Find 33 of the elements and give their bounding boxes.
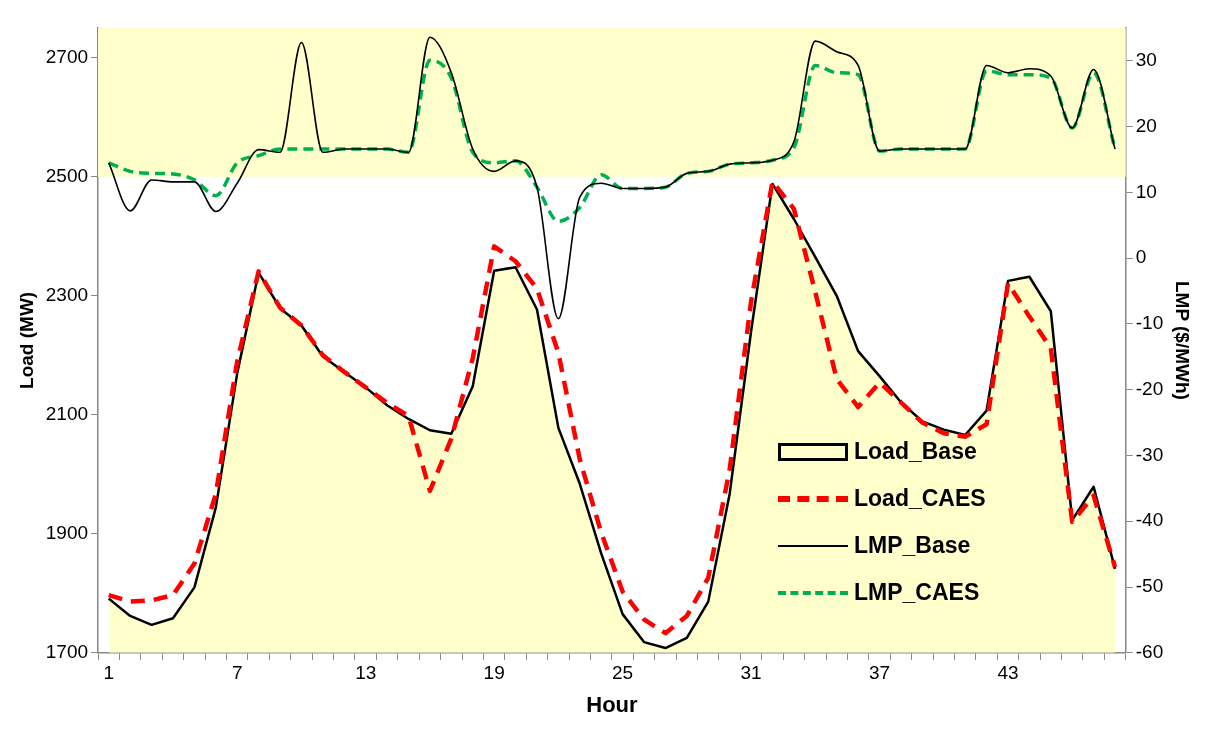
y2-tick-label: 30: [1135, 49, 1157, 71]
y-tick-label: 2100: [45, 403, 89, 425]
line-series: [107, 36, 1116, 320]
y-tick-label: 1700: [45, 641, 89, 663]
line-series: [107, 58, 1117, 224]
y2-tick-label: -10: [1135, 312, 1164, 334]
y2-tick-label: -50: [1135, 575, 1164, 597]
y2-tick-label: 20: [1135, 114, 1157, 136]
legend-label: Load_CAES: [854, 485, 986, 512]
y-axis-title: Load (MW): [15, 291, 37, 389]
y-tick-label: 2700: [45, 45, 89, 67]
legend-label: LMP_Base: [854, 532, 971, 559]
x-tick-label: 19: [483, 662, 505, 684]
y2-tick-label: 10: [1135, 180, 1157, 202]
y2-axis-title: LMP ($/MWh): [1172, 280, 1194, 400]
x-tick-label: 1: [103, 662, 115, 684]
x-tick-label: 13: [355, 662, 377, 684]
y2-tick-label: -40: [1135, 509, 1164, 531]
x-tick-label: 25: [612, 662, 634, 684]
y2-tick-label: -30: [1135, 443, 1164, 465]
y-tick-label: 2500: [45, 165, 89, 186]
y-tick-label: 2300: [45, 284, 89, 306]
y2-tick-label: -60: [1135, 641, 1164, 663]
x-tick-label: 31: [740, 662, 762, 684]
x-tick-label: 37: [868, 662, 891, 684]
x-tick-label: 43: [997, 662, 1019, 684]
y-tick-label: 1900: [45, 522, 89, 544]
x-tick-label: 7: [231, 662, 243, 684]
legend-label: Load_Base: [854, 438, 977, 465]
y2-tick-label: -20: [1135, 377, 1164, 399]
x-axis-title: Hour: [586, 691, 638, 717]
legend-label: LMP_CAES: [854, 579, 980, 606]
y2-tick-label: 0: [1135, 246, 1147, 268]
